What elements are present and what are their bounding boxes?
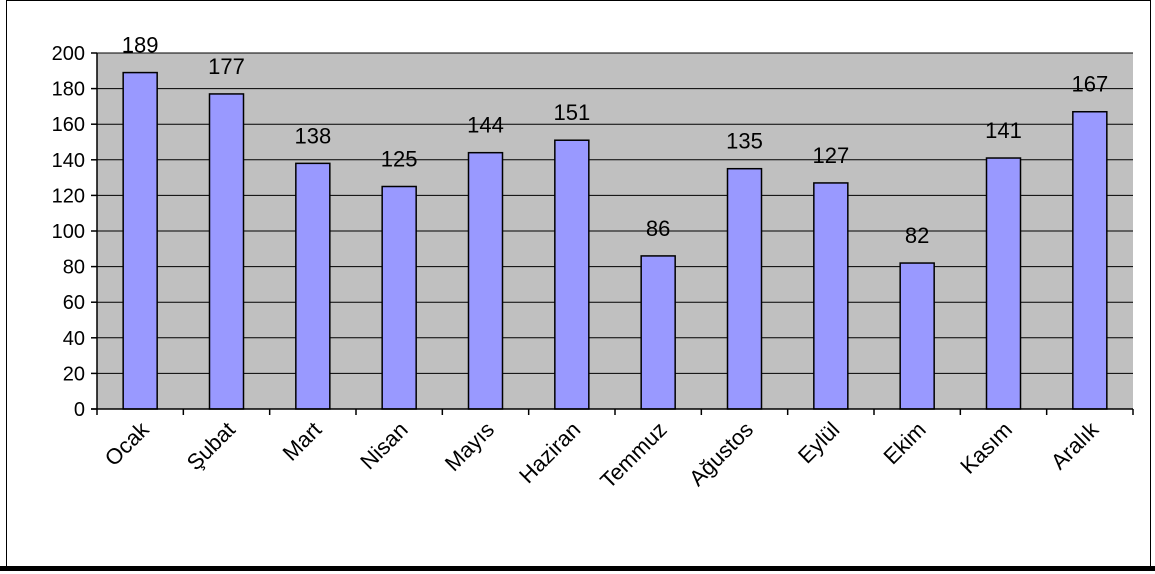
category-label: Mart bbox=[278, 417, 327, 466]
data-label: 141 bbox=[985, 118, 1022, 143]
bar-7 bbox=[640, 255, 676, 410]
data-label: 125 bbox=[381, 147, 418, 172]
data-label: 177 bbox=[208, 54, 245, 79]
bar-1 bbox=[122, 71, 158, 410]
category-label: Şubat bbox=[182, 417, 240, 475]
data-label: 135 bbox=[726, 129, 763, 154]
bar-9 bbox=[813, 182, 849, 410]
data-label: 86 bbox=[646, 216, 670, 241]
category-label: Ocak bbox=[100, 416, 155, 471]
category-label: Nisan bbox=[355, 417, 412, 474]
bar-6 bbox=[554, 139, 590, 410]
gridlines bbox=[97, 52, 1133, 374]
x-axis: Ocak Şubat Mart Nisan Mayıs Haziran Temmuz Ağus… bbox=[91, 408, 1134, 493]
data-labels: 189 177 138 125 144 151 86 135 127 82 141 167 bbox=[122, 33, 1108, 248]
bar-2 bbox=[208, 93, 245, 410]
bar-12 bbox=[1072, 110, 1108, 410]
data-label: 144 bbox=[467, 113, 504, 138]
y-tick-label: 0 bbox=[74, 399, 85, 421]
y-tick-label: 140 bbox=[52, 150, 85, 172]
category-label: Ekim bbox=[878, 417, 930, 469]
bar-11 bbox=[985, 157, 1022, 410]
data-label: 189 bbox=[122, 33, 159, 58]
category-label: Eylül bbox=[793, 417, 844, 468]
bar-10 bbox=[899, 262, 935, 410]
y-tick-label: 200 bbox=[52, 43, 85, 65]
y-tick-label: 160 bbox=[52, 114, 85, 136]
bar-8 bbox=[726, 167, 763, 410]
bottom-border bbox=[0, 566, 1155, 571]
y-tick-label: 80 bbox=[63, 257, 85, 279]
bar-5 bbox=[467, 151, 504, 410]
bar-3 bbox=[295, 162, 331, 410]
y-tick-label: 40 bbox=[63, 328, 85, 350]
y-axis: 0 20 40 60 80 100 120 140 160 180 200 bbox=[52, 43, 98, 421]
category-label: Ağustos bbox=[684, 417, 758, 491]
category-label: Haziran bbox=[514, 417, 585, 488]
bar-4 bbox=[381, 185, 417, 410]
category-label: Mayıs bbox=[440, 417, 499, 476]
category-label: Aralık bbox=[1046, 416, 1104, 474]
data-label: 151 bbox=[553, 100, 590, 125]
category-label: Temmuz bbox=[595, 417, 671, 493]
data-label: 82 bbox=[905, 223, 929, 248]
y-tick-label: 180 bbox=[52, 79, 85, 101]
y-tick-label: 100 bbox=[52, 221, 85, 243]
chart-frame bbox=[6, 0, 1151, 566]
data-label: 127 bbox=[812, 143, 849, 168]
category-label: Kasım bbox=[955, 417, 1017, 479]
y-tick-label: 20 bbox=[63, 363, 85, 385]
y-tick-label: 60 bbox=[63, 292, 85, 314]
data-label: 138 bbox=[294, 123, 331, 148]
y-tick-label: 120 bbox=[52, 185, 85, 207]
data-label: 167 bbox=[1071, 72, 1108, 97]
